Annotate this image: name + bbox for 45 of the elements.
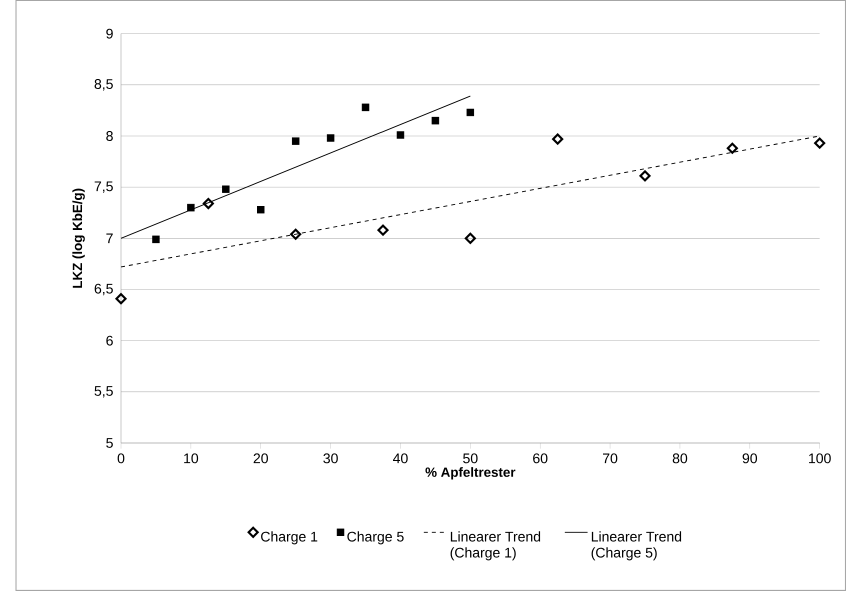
point	[362, 104, 370, 112]
point	[464, 232, 476, 244]
y-tick-label: 6,5	[94, 284, 113, 296]
x-tick-label: 90	[742, 453, 758, 464]
x-tick-label: 50	[463, 453, 478, 464]
point	[187, 204, 195, 212]
x-tick-label: 10	[184, 453, 198, 464]
x-tick-label: 70	[602, 453, 618, 464]
point	[257, 206, 264, 214]
point	[326, 134, 334, 142]
x-tick-label: 0	[118, 453, 124, 464]
y-tick-label: 5,5	[94, 386, 113, 398]
point	[115, 293, 127, 304]
x-tick-label: 100	[809, 453, 831, 464]
legend-label: Charge 1	[261, 531, 318, 544]
point	[639, 170, 651, 182]
y-tick-label: 8,5	[94, 79, 113, 91]
point	[290, 228, 302, 240]
point	[552, 133, 564, 145]
x-tick-label: 60	[533, 453, 548, 464]
point	[466, 108, 474, 116]
y-tick-label: 7	[106, 234, 113, 244]
point	[222, 185, 230, 193]
x-tick-label: 30	[323, 453, 338, 464]
point	[432, 116, 440, 124]
x-tick-label: 80	[672, 453, 688, 464]
point	[814, 138, 826, 149]
point	[292, 137, 300, 145]
legend-label: Linearer Trend (Charge 1)	[450, 531, 540, 560]
y-axis-title: LKZ (log KbE/g)	[72, 188, 85, 288]
y-tick-label: 6	[106, 336, 113, 346]
y-tick-label: 9	[106, 28, 113, 39]
y-tick-label: 5	[106, 438, 113, 448]
point	[377, 224, 389, 236]
x-tick-label: 20	[254, 453, 268, 464]
point	[726, 142, 738, 154]
point	[152, 236, 160, 244]
legend-label: Linearer Trend (Charge 5)	[592, 531, 682, 560]
y-tick-label: 8	[106, 131, 113, 141]
x-axis-title: % Apfeltrester	[425, 467, 516, 480]
x-tick-label: 40	[393, 453, 408, 464]
legend-label: Charge 5	[347, 531, 404, 544]
point	[396, 131, 404, 139]
point	[202, 198, 214, 210]
y-tick-label: 7,5	[94, 181, 113, 193]
